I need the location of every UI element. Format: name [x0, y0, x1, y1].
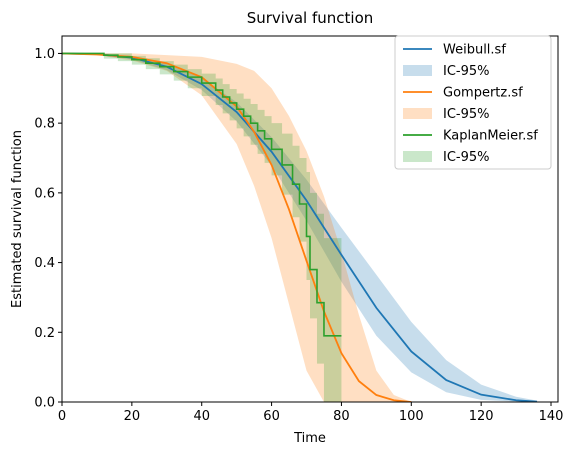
series-step-4: [62, 52, 342, 337]
x-tick-label: 40: [193, 409, 210, 424]
legend-frame: [394, 35, 552, 170]
series-line-0: [62, 52, 538, 402]
legend-swatch-band: [403, 151, 432, 162]
x-tick-label: 140: [539, 409, 564, 424]
confidence-band-5: [62, 53, 342, 402]
legend-label: IC-95%: [443, 107, 490, 122]
x-tick-label: 0: [58, 409, 66, 424]
y-axis-label: Estimated survival function: [10, 130, 25, 308]
chart-title: Survival function: [247, 9, 374, 27]
x-tick-label: 100: [399, 409, 424, 424]
legend-swatch-band: [403, 65, 432, 76]
x-axis: 0 20 40 60 80 100 120 140: [58, 402, 564, 424]
legend-label: IC-95%: [443, 150, 490, 165]
x-tick-label: 20: [124, 409, 141, 424]
y-axis: 0.0 0.2 0.4 0.6 0.8 1.0: [34, 47, 62, 411]
y-tick-label: 0.2: [34, 326, 55, 341]
x-axis-label: Time: [293, 431, 326, 446]
y-tick-label: 0.0: [34, 396, 55, 411]
legend-label: Gompertz.sf: [443, 86, 523, 101]
legend-label: IC-95%: [443, 64, 490, 79]
y-tick-label: 0.4: [34, 256, 55, 271]
plot-area: [62, 52, 538, 402]
y-tick-label: 0.6: [34, 186, 55, 201]
y-tick-label: 1.0: [34, 47, 55, 62]
legend-swatch-band: [403, 108, 432, 119]
x-tick-label: 60: [263, 409, 280, 424]
legend-label: KaplanMeier.sf: [443, 129, 538, 144]
x-tick-label: 120: [469, 409, 494, 424]
y-tick-label: 0.8: [34, 117, 55, 132]
x-tick-label: 80: [333, 409, 350, 424]
series-line-2: [62, 52, 412, 402]
legend-label: Weibull.sf: [443, 43, 506, 58]
plot-frame: [61, 35, 559, 403]
legend: Weibull.sf IC-95% Gompertz.sf IC-95% KaplanM…: [394, 35, 552, 170]
